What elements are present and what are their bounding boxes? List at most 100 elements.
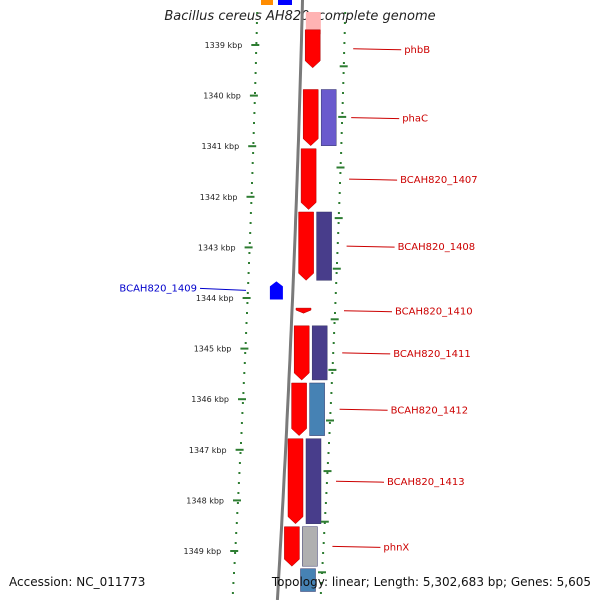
left-guide-dot	[244, 342, 247, 344]
left-guide-dot	[234, 552, 237, 554]
left-guide-dot	[233, 562, 236, 564]
right-guide-dot	[341, 112, 344, 114]
left-guide-dot	[246, 292, 249, 294]
right-guide-dot	[328, 432, 331, 434]
right-scale-tick	[318, 571, 326, 574]
right-guide-dot	[324, 502, 327, 504]
right-guide-dot	[340, 152, 343, 154]
right-guide-dot	[323, 532, 326, 534]
right-guide-dot	[336, 262, 338, 264]
scale-tick-mark	[233, 499, 241, 502]
left-guide-dot	[251, 172, 254, 174]
accession-label: Accession: NC_011773	[9, 575, 146, 589]
right-guide-dot	[330, 392, 333, 394]
feature-box	[320, 89, 337, 146]
scale-tick-label: 1339 kbp	[205, 41, 243, 50]
scale-tick-label: 1346 kbp	[191, 395, 229, 404]
left-guide-dot	[240, 442, 242, 444]
gene-label[interactable]: phnX	[383, 542, 409, 553]
left-guide-dot	[242, 382, 245, 384]
right-guide-dot	[338, 192, 341, 194]
gene-arrow[interactable]	[298, 211, 314, 281]
right-guide-dot	[335, 282, 338, 284]
gene-arrow[interactable]	[291, 382, 307, 436]
feature-box	[305, 438, 322, 524]
gene-arrow[interactable]	[302, 89, 319, 147]
right-guide-dot	[333, 332, 336, 334]
left-guide-dot	[241, 402, 244, 404]
right-guide-dot	[342, 82, 345, 84]
right-guide-dot	[328, 442, 330, 444]
right-guide-dot	[325, 492, 328, 494]
left-guide-dot	[239, 452, 242, 454]
scale-tick-label: 1348 kbp	[186, 496, 224, 505]
left-guide-dot	[249, 212, 252, 214]
gene-arrow[interactable]	[300, 148, 317, 210]
right-guide-dot	[322, 552, 325, 554]
left-guide-dot	[235, 532, 238, 534]
gene-label-leader	[342, 352, 391, 355]
gene-arrow-reverse[interactable]	[269, 281, 283, 300]
right-guide-dot	[342, 92, 344, 94]
left-guide-dot	[238, 472, 241, 474]
feature-box	[316, 211, 332, 281]
right-scale-tick	[339, 65, 348, 68]
offscreen-feature-blue	[278, 0, 292, 5]
right-guide-dot	[327, 452, 330, 454]
right-scale-tick	[336, 166, 345, 169]
scale-tick-label: 1341 kbp	[201, 142, 239, 151]
right-guide-dot	[337, 212, 340, 214]
left-guide-dot	[255, 52, 258, 54]
right-guide-dot	[343, 32, 346, 34]
gene-label[interactable]: phbB	[404, 45, 430, 56]
left-guide-dot	[246, 312, 248, 314]
gene-label[interactable]: BCAH820_1409	[119, 283, 197, 294]
gene-label[interactable]: phaC	[402, 114, 428, 125]
gene-label[interactable]: BCAH820_1407	[400, 175, 478, 186]
left-guide-dot	[232, 582, 235, 584]
left-guide-dot	[254, 62, 257, 64]
gene-label-leader	[346, 245, 395, 248]
right-guide-dot	[343, 52, 346, 54]
top-strip-features	[261, 0, 292, 5]
right-guide-dot	[342, 62, 345, 64]
gene-label-leader	[339, 408, 388, 411]
gene-arrow[interactable]	[304, 29, 321, 69]
right-guide-dot	[334, 302, 337, 304]
left-guide-dot	[242, 392, 245, 394]
left-guide-dot	[254, 72, 257, 74]
right-scale-tick	[330, 318, 339, 321]
scale-tick-label: 1342 kbp	[200, 193, 238, 202]
feature-box	[302, 526, 318, 567]
right-guide-dot	[343, 22, 346, 24]
left-guide-dot	[256, 12, 259, 14]
gene-labels: phbB phaC BCAH820_1407 BCAH820_1408 BCAH820_…	[119, 45, 477, 554]
right-guide-dot	[321, 562, 324, 564]
gene-label[interactable]: BCAH820_1412	[391, 405, 469, 416]
gene-label[interactable]: BCAH820_1408	[398, 242, 476, 253]
gene-arrow[interactable]	[284, 526, 300, 567]
left-guide-dot	[255, 42, 258, 44]
gene-label[interactable]: BCAH820_1413	[387, 477, 465, 488]
right-guide-dot	[336, 252, 339, 254]
left-guide-dot	[237, 492, 240, 494]
left-guide-dot	[253, 112, 256, 114]
right-scale-tick	[326, 419, 334, 422]
scale-tick-mark	[242, 297, 251, 299]
right-scale-tick	[328, 368, 337, 371]
right-scale-tick	[320, 520, 329, 523]
gene-arrow[interactable]	[287, 438, 304, 525]
left-guide-dot	[250, 192, 253, 194]
scale-tick-label: 1347 kbp	[189, 446, 227, 455]
right-scale-tick	[332, 267, 341, 270]
gene-arrow[interactable]	[293, 325, 310, 381]
left-guide-dot	[240, 432, 243, 434]
gene-label[interactable]: BCAH820_1410	[395, 307, 473, 318]
gene-label[interactable]: BCAH820_1411	[393, 349, 471, 360]
dotted-guides	[231, 12, 347, 594]
feature-box	[309, 382, 325, 436]
gene-arrow[interactable]	[295, 307, 312, 314]
right-guide-dot	[334, 292, 337, 294]
right-guide-dot	[320, 582, 323, 584]
